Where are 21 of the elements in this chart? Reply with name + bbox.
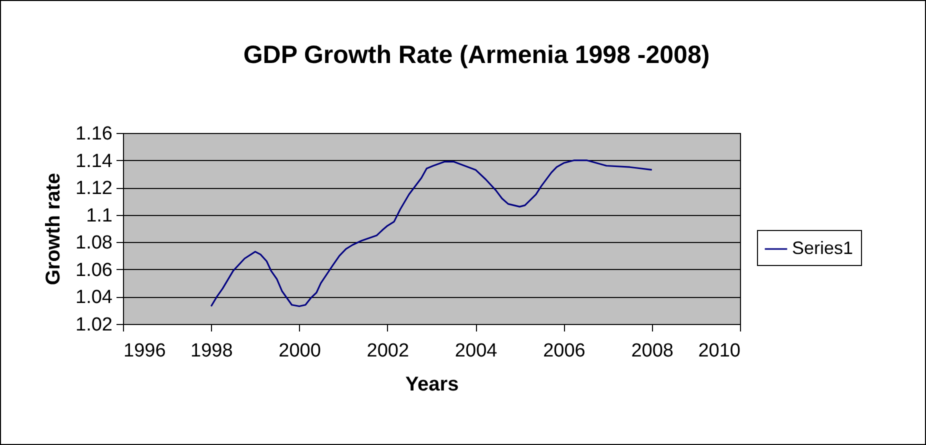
y-tick-label: 1.04 — [76, 287, 113, 308]
line-series — [210, 159, 653, 308]
y-tick-label: 1.08 — [76, 232, 112, 254]
chart-title: GDP Growth Rate (Armenia 1998 -2008) — [243, 41, 710, 69]
x-tick-label: 1998 — [190, 340, 233, 362]
y-tick-label: 1.06 — [76, 260, 112, 281]
y-tick-label: 1.1 — [86, 205, 112, 226]
y-tick-label: 1.14 — [76, 150, 113, 172]
x-tick-label: 2010 — [698, 340, 740, 362]
x-tick-label: 2000 — [278, 340, 321, 362]
y-tick-label: 1.16 — [76, 124, 112, 144]
legend-label: Series1 — [792, 238, 854, 258]
x-tick-label: 2008 — [631, 340, 674, 362]
x-tick-label: 1996 — [124, 340, 166, 362]
y-tick-label: 1.02 — [76, 314, 112, 336]
y-axis-title: Growth rate — [42, 172, 65, 286]
y-tick-label: 1.12 — [76, 178, 112, 200]
x-tick-label: 2004 — [454, 340, 498, 362]
x-tick-label: 2006 — [543, 340, 586, 362]
x-tick-label: 2002 — [366, 340, 410, 362]
x-axis-title: Years — [405, 374, 459, 396]
